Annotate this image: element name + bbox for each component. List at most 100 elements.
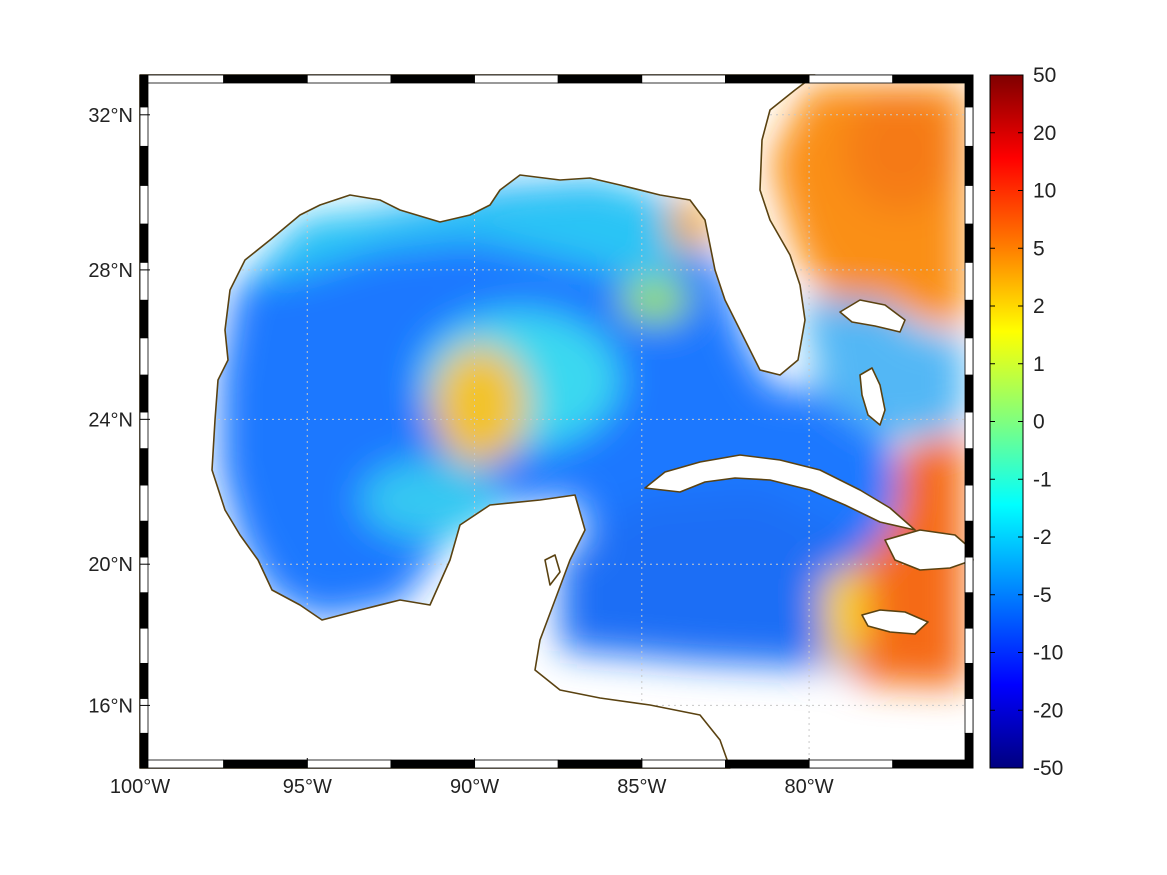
x-tick-label: 90°W bbox=[450, 776, 499, 798]
jamaica-land bbox=[861, 609, 929, 635]
y-tick-label: 28°N bbox=[88, 260, 133, 282]
frame-segment bbox=[964, 337, 974, 376]
frame-segment bbox=[139, 223, 149, 263]
frame-segment bbox=[139, 299, 149, 339]
frame-segment bbox=[964, 374, 974, 413]
y-axis: 32°N 28°N 24°N 20°N 16°N bbox=[88, 105, 150, 717]
frame-segment bbox=[139, 184, 149, 225]
frame-segment bbox=[139, 484, 149, 522]
frame-segment bbox=[139, 145, 149, 186]
frame-segment bbox=[306, 759, 392, 769]
frame-segment bbox=[139, 592, 149, 629]
colorbar-tick-label: 5 bbox=[1033, 237, 1045, 260]
frame-segment bbox=[474, 74, 559, 84]
colorbar-tick-label: -1 bbox=[1033, 468, 1052, 491]
frame-segment bbox=[964, 520, 974, 558]
frame-segment bbox=[964, 592, 974, 629]
central-eddy-field bbox=[432, 345, 528, 465]
frame-segment bbox=[139, 627, 149, 664]
frame-segment bbox=[964, 698, 974, 734]
frame-segment bbox=[306, 74, 392, 84]
frame-segment bbox=[557, 74, 643, 84]
frame-segment bbox=[139, 520, 149, 558]
frame-segment bbox=[964, 223, 974, 263]
frame-segment bbox=[964, 627, 974, 664]
colorbar-tick-label: 1 bbox=[1033, 353, 1045, 376]
frame-segment bbox=[964, 411, 974, 450]
y-tick-label: 20°N bbox=[88, 554, 133, 576]
frame-segment bbox=[964, 74, 974, 108]
frame-segment bbox=[964, 732, 974, 769]
frame-segment bbox=[139, 337, 149, 376]
frame-segment bbox=[964, 299, 974, 339]
frame-segment bbox=[964, 184, 974, 225]
andros-land bbox=[859, 367, 886, 426]
x-tick-label: 80°W bbox=[785, 776, 834, 798]
frame-segment bbox=[139, 374, 149, 413]
cuba-land bbox=[644, 454, 916, 531]
north-america-land bbox=[139, 74, 816, 769]
colorbar-tick-label: -20 bbox=[1033, 699, 1063, 722]
bahamas-land bbox=[839, 299, 906, 333]
frame-segment bbox=[139, 732, 149, 769]
colorbar-tick-label: -10 bbox=[1033, 642, 1063, 665]
frame-segment bbox=[139, 448, 149, 486]
bahamas-field bbox=[800, 300, 965, 440]
frame-segment bbox=[892, 759, 974, 769]
yucatan-islands-land bbox=[544, 554, 561, 586]
x-tick-label: 85°W bbox=[617, 776, 666, 798]
frame-segment bbox=[808, 74, 894, 84]
x-tick-label: 100°W bbox=[110, 776, 170, 798]
frame-segment bbox=[223, 759, 308, 769]
frame-segment bbox=[892, 74, 974, 84]
frame-segment bbox=[725, 759, 810, 769]
land-masses bbox=[139, 74, 974, 769]
colorbar-tick-label: 10 bbox=[1033, 180, 1056, 203]
colorbar-tick-label: 50 bbox=[1033, 64, 1056, 87]
frame-segment bbox=[139, 662, 149, 699]
frame-segment bbox=[139, 698, 149, 734]
frame-segment bbox=[390, 759, 475, 769]
frame-segment bbox=[964, 448, 974, 486]
y-tick-label: 16°N bbox=[88, 695, 133, 717]
frame-segment bbox=[725, 74, 810, 84]
shelf-bump-field bbox=[620, 278, 690, 322]
data-field bbox=[220, 85, 965, 688]
north-shelf-field bbox=[240, 182, 700, 285]
frame-segment bbox=[964, 556, 974, 594]
frame-segment bbox=[139, 411, 149, 450]
frame-segment bbox=[808, 759, 894, 769]
x-tick-label: 95°W bbox=[283, 776, 332, 798]
y-tick-label: 32°N bbox=[88, 105, 133, 127]
frame-segment bbox=[964, 261, 974, 301]
frame-segment bbox=[139, 556, 149, 594]
atlantic-warm-field bbox=[845, 90, 955, 210]
frame-segment bbox=[964, 484, 974, 522]
plot-area bbox=[139, 74, 974, 769]
frame-segment bbox=[641, 74, 726, 84]
frame-segment bbox=[964, 106, 974, 147]
frame-segment bbox=[557, 759, 643, 769]
colorbar-tick-label: 20 bbox=[1033, 122, 1056, 145]
frame-segment bbox=[139, 74, 149, 108]
x-axis: 100°W 95°W 90°W 85°W 80°W bbox=[110, 758, 834, 798]
colorbar-tick-label: 2 bbox=[1033, 295, 1045, 318]
map-frame bbox=[139, 74, 974, 769]
frame-segment bbox=[964, 145, 974, 186]
jamaica-field bbox=[820, 560, 870, 670]
colorbar-tick-label: 0 bbox=[1033, 411, 1045, 434]
frame-segment bbox=[964, 662, 974, 699]
frame-segment bbox=[641, 759, 726, 769]
frame-segment bbox=[139, 261, 149, 301]
colorbar-gradient bbox=[989, 74, 1024, 769]
frame-segment bbox=[139, 74, 225, 84]
campeche-field bbox=[360, 460, 500, 540]
caribbean-field bbox=[560, 490, 900, 670]
colorbar-tick-label: -5 bbox=[1033, 584, 1052, 607]
y-tick-label: 24°N bbox=[88, 409, 133, 431]
frame-segment bbox=[139, 106, 149, 147]
frame-segment bbox=[390, 74, 475, 84]
